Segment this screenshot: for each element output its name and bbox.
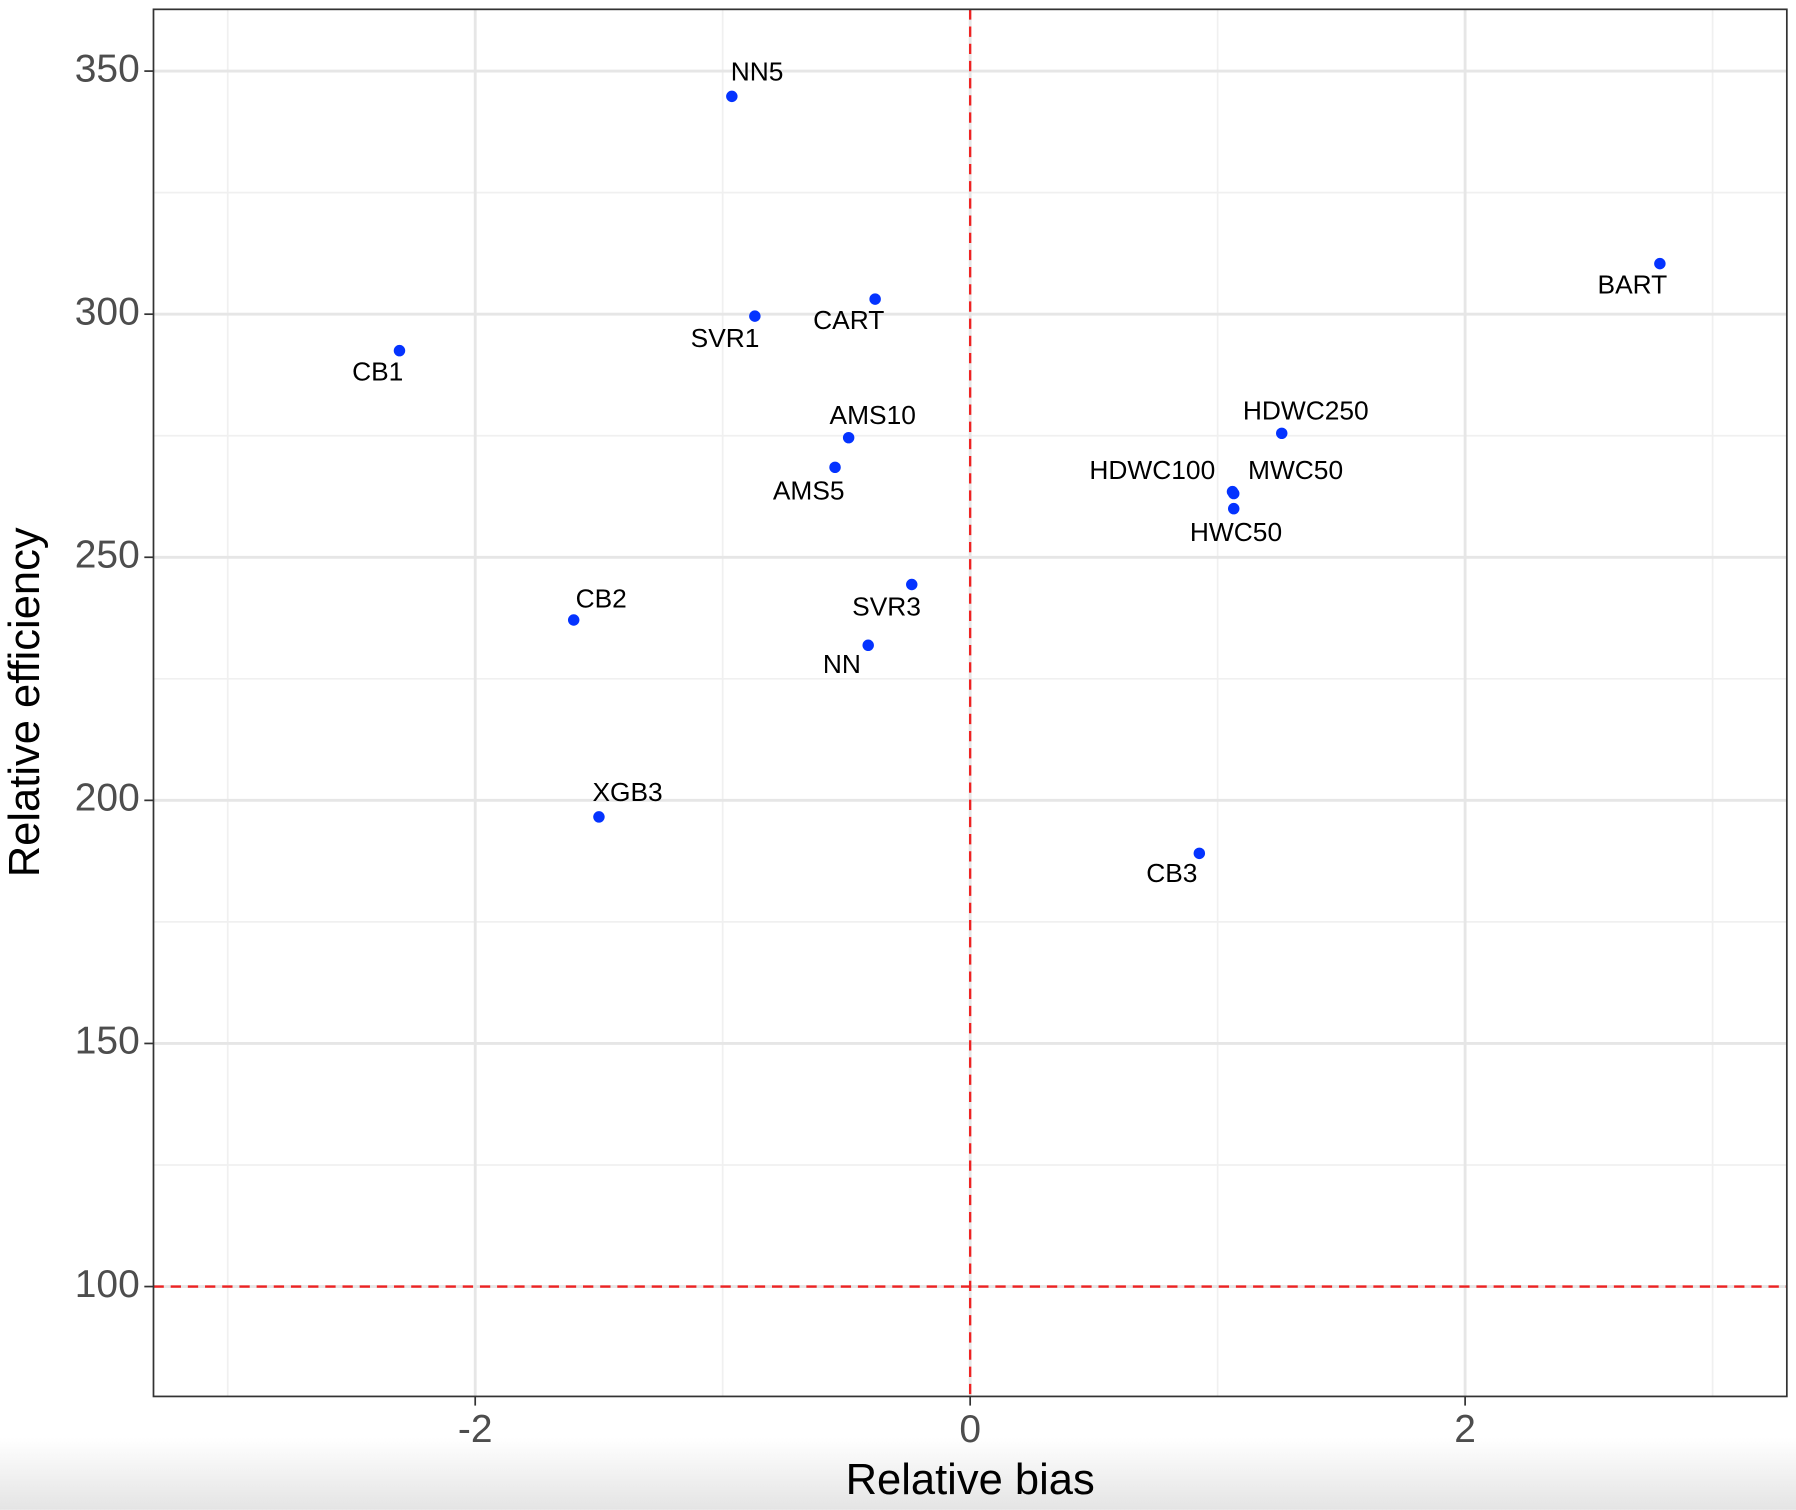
point-label: MWC50 bbox=[1248, 455, 1343, 485]
point-label: SVR3 bbox=[852, 592, 921, 622]
point bbox=[393, 344, 406, 357]
point bbox=[1227, 487, 1240, 500]
point-label: HDWC100 bbox=[1089, 455, 1215, 485]
point-label: NN bbox=[823, 649, 861, 679]
y-tick-label: 300 bbox=[75, 290, 140, 333]
point-label: BART bbox=[1598, 269, 1668, 299]
x-tick-label: 0 bbox=[959, 1408, 981, 1451]
y-axis-title: Relative efficiency bbox=[1, 527, 49, 877]
point bbox=[749, 310, 761, 322]
point bbox=[1193, 847, 1206, 860]
point-label: NN5 bbox=[731, 56, 784, 86]
bottom-shade bbox=[0, 1437, 1796, 1510]
point-label: SVR1 bbox=[691, 323, 760, 353]
x-axis-title: Relative bias bbox=[846, 1456, 1095, 1504]
point bbox=[1276, 427, 1288, 440]
y-tick-label: 350 bbox=[75, 47, 140, 90]
point-label: AMS10 bbox=[830, 400, 916, 430]
y-tick-label: 250 bbox=[75, 534, 140, 577]
point-label: CART bbox=[813, 305, 884, 335]
point bbox=[869, 293, 881, 305]
point-label: CB1 bbox=[352, 357, 403, 387]
y-tick-label: 100 bbox=[75, 1263, 140, 1306]
plot-border bbox=[152, 8, 1788, 1398]
point bbox=[829, 461, 841, 474]
x-tick-label: 2 bbox=[1454, 1408, 1476, 1451]
point bbox=[593, 811, 605, 823]
point-label: CB3 bbox=[1146, 858, 1197, 888]
point bbox=[842, 431, 855, 444]
point-label: CB2 bbox=[576, 583, 627, 613]
point-label: HWC50 bbox=[1190, 517, 1282, 547]
point bbox=[1654, 257, 1666, 270]
point bbox=[567, 614, 580, 626]
point bbox=[726, 90, 738, 103]
point-label: XGB3 bbox=[592, 777, 662, 807]
y-tick-label: 150 bbox=[75, 1020, 140, 1063]
point bbox=[862, 639, 874, 651]
point-label: AMS5 bbox=[773, 475, 845, 505]
x-tick-label: -2 bbox=[458, 1408, 493, 1451]
point-label: HDWC250 bbox=[1243, 396, 1369, 426]
point bbox=[1227, 502, 1240, 515]
y-tick-label: 200 bbox=[75, 777, 140, 820]
point bbox=[906, 578, 918, 591]
